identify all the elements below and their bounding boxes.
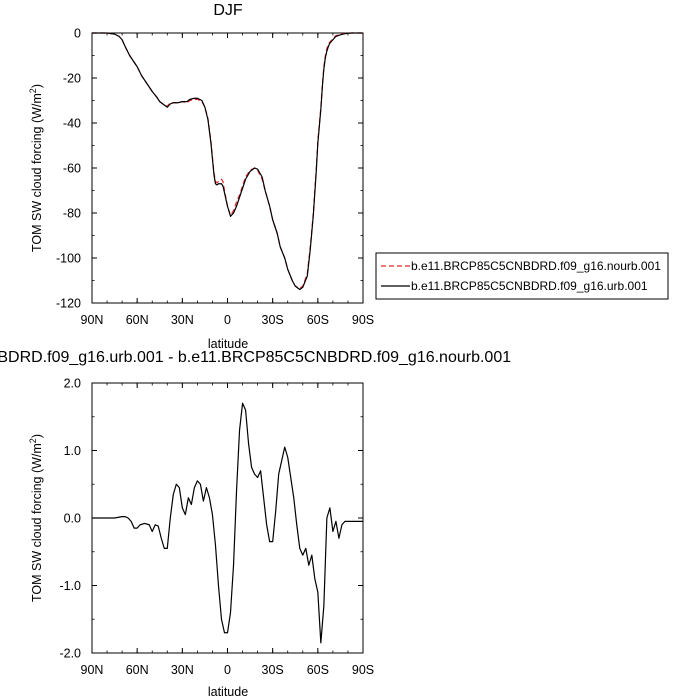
y-tick-label: -20 bbox=[63, 72, 81, 86]
y-tick-label: -100 bbox=[56, 252, 81, 266]
y-tick-label: -80 bbox=[63, 207, 81, 221]
top-x-ticks: 90N 60N 30N 0 30S 60S 90S bbox=[81, 33, 374, 327]
y-tick-label: 2.0 bbox=[64, 377, 81, 391]
x-tick-label: 90S bbox=[352, 313, 374, 327]
y-tick-label: 0.0 bbox=[64, 512, 81, 526]
y-tick-label: -120 bbox=[56, 297, 81, 311]
y-tick-label: -40 bbox=[63, 117, 81, 131]
bottom-panel: 5C5CNBDRD.f09_g16.urb.001 - b.e11.BRCP85… bbox=[0, 349, 511, 699]
bottom-chart-title: 5C5CNBDRD.f09_g16.urb.001 - b.e11.BRCP85… bbox=[0, 349, 511, 366]
top-x-axis-label: latitude bbox=[208, 337, 248, 351]
top-chart-title: DJF bbox=[213, 2, 243, 19]
series-line-1 bbox=[92, 32, 363, 291]
bottom-x-ticks: 90N 60N 30N 0 30S 60S 90S bbox=[81, 383, 374, 677]
bottom-y-axis-label: TOM SW cloud forcing (W/m2) bbox=[28, 434, 44, 602]
y-tick-label: 0 bbox=[74, 27, 81, 41]
series-line-0 bbox=[92, 402, 363, 644]
x-tick-label: 60S bbox=[307, 663, 329, 677]
top-series-lines bbox=[92, 32, 363, 291]
x-tick-label: 60S bbox=[307, 313, 329, 327]
y-tick-label: 1.0 bbox=[64, 444, 81, 458]
x-tick-label: 0 bbox=[224, 663, 231, 677]
y-tick-label: -60 bbox=[63, 162, 81, 176]
legend: b.e11.BRCP85C5CNBDRD.f09_g16.nourb.001 b… bbox=[375, 252, 669, 300]
y-tick-label: -2.0 bbox=[59, 647, 81, 661]
series-line-0 bbox=[92, 32, 363, 289]
y-tick-label: -1.0 bbox=[59, 579, 81, 593]
bottom-x-axis-label: latitude bbox=[208, 685, 248, 699]
top-y-ticks: 0 -20 -40 -60 -80 -100 -120 bbox=[56, 27, 363, 311]
legend-label-urb: b.e11.BRCP85C5CNBDRD.f09_g16.urb.001 bbox=[411, 279, 648, 293]
top-panel: DJF 90N 60N 30N 0 30S 60S 90S 0 -20 -40 -60 -80 -10… bbox=[28, 2, 669, 351]
x-tick-label: 30N bbox=[171, 313, 194, 327]
x-tick-label: 30S bbox=[262, 313, 284, 327]
x-tick-label: 60N bbox=[126, 663, 149, 677]
bottom-series-lines bbox=[92, 402, 363, 644]
x-tick-label: 90N bbox=[81, 663, 104, 677]
legend-label-nourb: b.e11.BRCP85C5CNBDRD.f09_g16.nourb.001 bbox=[411, 259, 661, 273]
x-tick-label: 30S bbox=[262, 663, 284, 677]
x-tick-label: 90S bbox=[352, 663, 374, 677]
x-tick-label: 90N bbox=[81, 313, 104, 327]
legend-box bbox=[375, 252, 669, 300]
top-y-axis-label: TOM SW cloud forcing (W/m2) bbox=[28, 84, 44, 252]
bottom-y-ticks: 2.0 1.0 0.0 -1.0 -2.0 bbox=[59, 377, 363, 661]
x-tick-label: 30N bbox=[171, 663, 194, 677]
x-tick-label: 0 bbox=[224, 313, 231, 327]
x-tick-label: 60N bbox=[126, 313, 149, 327]
top-plot-frame bbox=[91, 32, 364, 304]
bottom-plot-frame bbox=[91, 382, 364, 654]
